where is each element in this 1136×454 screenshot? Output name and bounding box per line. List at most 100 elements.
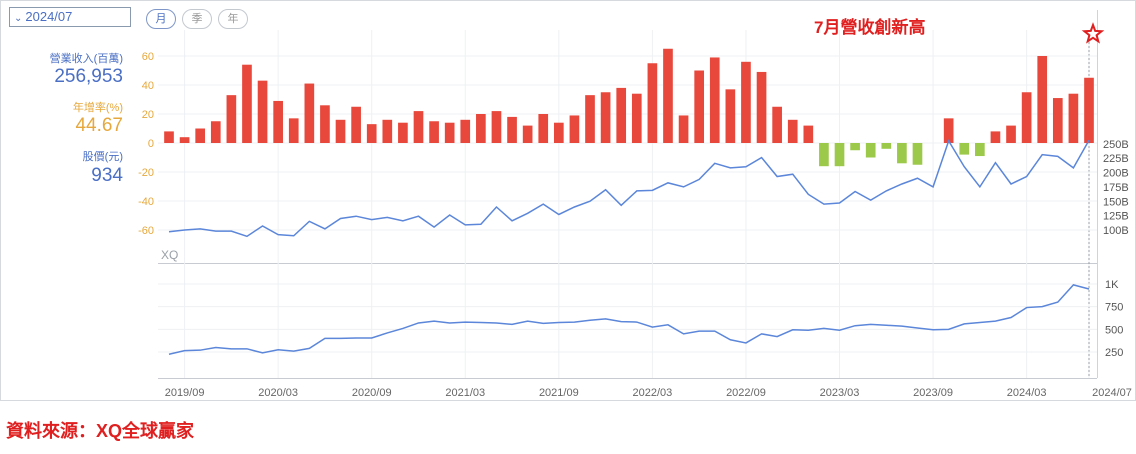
revenue-bar	[398, 122, 408, 143]
y2-tick-label: 125B	[1103, 211, 1129, 223]
x-tick-label: 2021/09	[539, 387, 579, 399]
revenue-bar	[631, 93, 642, 143]
revenue-bar	[803, 125, 814, 143]
revenue-bar	[242, 64, 252, 143]
revenue-bar	[366, 124, 377, 143]
y-tick-label: -40	[138, 196, 154, 208]
revenue-bar	[897, 143, 907, 164]
y-tick-label: 40	[142, 80, 154, 92]
revenue-bar	[647, 63, 658, 143]
revenue-bar	[959, 143, 970, 155]
revenue-bar	[772, 106, 782, 143]
x-tick-label: 2021/03	[445, 387, 485, 399]
revenue-bar	[787, 119, 798, 143]
revenue-bar	[304, 83, 315, 143]
chevron-down-icon: ⌄	[14, 13, 23, 24]
lower-tick-label: 250	[1105, 347, 1123, 359]
x-tick-label: 2022/03	[633, 387, 673, 399]
revenue-bar	[600, 92, 611, 143]
x-tick-label: 2019/09	[165, 387, 205, 399]
revenue-bar	[320, 105, 330, 143]
revenue-bar	[881, 143, 892, 149]
revenue-bar	[382, 119, 393, 143]
tab-monthly[interactable]: 月	[146, 9, 176, 29]
x-tick-label: 2020/09	[352, 387, 392, 399]
revenue-bar	[522, 125, 533, 143]
revenue-bar	[164, 131, 174, 143]
revenue-bar	[990, 131, 1001, 143]
period-select[interactable]: ⌄ 2024/07	[9, 7, 131, 27]
revenue-bar	[257, 80, 268, 143]
price-value: 934	[91, 165, 123, 186]
revenue-bar	[943, 118, 954, 143]
y2-tick-label: 150B	[1103, 196, 1129, 208]
revenue-bar	[1037, 56, 1048, 143]
revenue-bar	[413, 111, 424, 143]
y2-tick-label: 175B	[1103, 182, 1129, 194]
revenue-bar	[226, 95, 237, 143]
star-icon	[1081, 22, 1105, 44]
revenue-bar	[694, 70, 705, 143]
revenue-bar	[741, 61, 751, 143]
x-tick-label: 2023/09	[913, 387, 953, 399]
y-tick-label: 0	[148, 138, 154, 150]
headline: 7月營收創新高	[814, 18, 926, 37]
revenue-bar	[912, 143, 923, 165]
revenue-bar	[476, 114, 486, 143]
lower-tick-label: 750	[1105, 302, 1123, 314]
revenue-bar	[335, 119, 346, 143]
revenue-bar	[538, 114, 549, 143]
revenue-bar	[663, 48, 673, 143]
revenue-bar	[288, 118, 299, 143]
revenue-bar	[1021, 92, 1032, 143]
revenue-bar	[756, 71, 767, 143]
price-label: 股價(元)	[82, 151, 123, 163]
revenue-bar	[429, 121, 439, 143]
lower-tick-label: 500	[1105, 324, 1123, 336]
x-tick-label: 2024/03	[1007, 387, 1047, 399]
x-tick-label: 2024/07	[1092, 387, 1132, 399]
revenue-line	[168, 139, 1090, 238]
revenue-bar	[709, 57, 720, 144]
revenue-bar	[351, 106, 361, 143]
y-tick-label: 20	[142, 109, 154, 121]
revenue-bar	[273, 100, 283, 143]
x-tick-label: 2023/03	[820, 387, 860, 399]
watermark: XQ	[161, 248, 178, 262]
yoy-label: 年增率(%)	[72, 102, 123, 114]
price-line	[168, 284, 1090, 355]
revenue-bar	[179, 137, 190, 143]
revenue-bar	[569, 115, 580, 143]
revenue-bar	[507, 116, 517, 143]
revenue-bar	[1006, 125, 1016, 143]
period-value: 2024/07	[25, 9, 73, 24]
revenue-bar	[195, 128, 206, 143]
y2-tick-label: 225B	[1103, 153, 1129, 165]
x-tick-label: 2022/09	[726, 387, 766, 399]
revenue-bar	[975, 143, 985, 157]
revenue-bar	[865, 143, 876, 158]
revenue-bar	[585, 95, 595, 143]
y-tick-label: -60	[138, 225, 154, 237]
revenue-bar	[1068, 93, 1079, 143]
revenue-bar	[1052, 98, 1063, 143]
revenue-bar	[210, 121, 221, 143]
revenue-bar	[834, 143, 845, 167]
x-tick-label: 2020/03	[258, 387, 298, 399]
revenue-bar	[819, 143, 829, 167]
y2-tick-label: 250B	[1103, 139, 1129, 151]
tab-quarterly[interactable]: 季	[182, 9, 212, 29]
revenue-bar	[1084, 77, 1094, 143]
revenue-bar	[850, 143, 860, 151]
revenue-value: 256,953	[54, 66, 123, 87]
source-text: 資料來源：XQ全球贏家	[6, 421, 195, 441]
revenue-bar	[678, 115, 689, 143]
revenue-bar	[616, 87, 627, 143]
y-tick-label: 60	[142, 51, 154, 63]
revenue-bar	[553, 122, 564, 143]
revenue-bar	[444, 122, 455, 143]
revenue-label: 營業收入(百萬)	[49, 53, 123, 65]
lower-tick-label: 1K	[1105, 279, 1119, 291]
tab-yearly[interactable]: 年	[218, 9, 248, 29]
